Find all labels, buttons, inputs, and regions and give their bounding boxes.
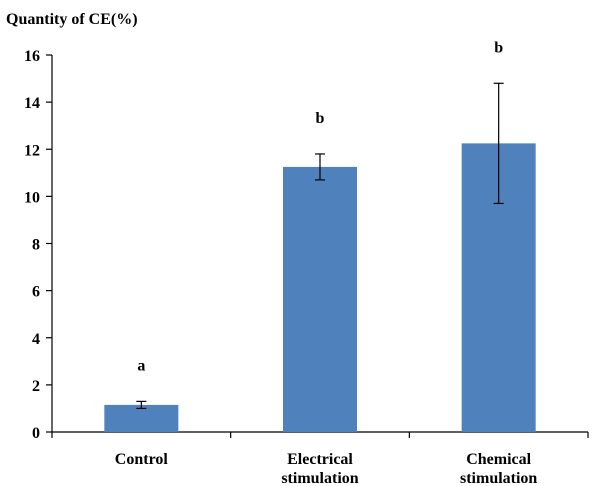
y-tick-label: 14 xyxy=(24,95,40,112)
bars: a b b xyxy=(104,39,536,432)
significance-label: a xyxy=(137,357,145,374)
y-tick-label: 2 xyxy=(32,378,40,395)
y-tick-label: 12 xyxy=(24,142,40,159)
error-bar xyxy=(136,400,147,410)
y-tick-label: 4 xyxy=(32,331,40,348)
y-tick-label: 6 xyxy=(32,284,40,301)
significance-label: b xyxy=(494,39,503,56)
bar xyxy=(104,404,179,432)
error-bar xyxy=(315,153,325,181)
y-axis-title: Quantity of CE(%) xyxy=(6,11,138,28)
bar xyxy=(283,166,357,432)
x-axis: Control Electrical stimulation Chemical stim… xyxy=(51,431,589,486)
significance-label: b xyxy=(316,110,325,127)
y-tick-label: 0 xyxy=(32,425,40,442)
error-bar xyxy=(493,82,504,205)
x-category-label: Control xyxy=(115,451,169,468)
x-category-label: Chemical stimulation xyxy=(460,451,537,486)
y-axis: 0 2 4 6 8 10 12 14 16 xyxy=(24,48,53,442)
y-tick-label: 10 xyxy=(24,189,40,206)
y-tick-label: 8 xyxy=(32,237,40,254)
x-category-label: Electrical stimulation xyxy=(281,451,358,486)
y-tick-label: 16 xyxy=(24,48,40,65)
